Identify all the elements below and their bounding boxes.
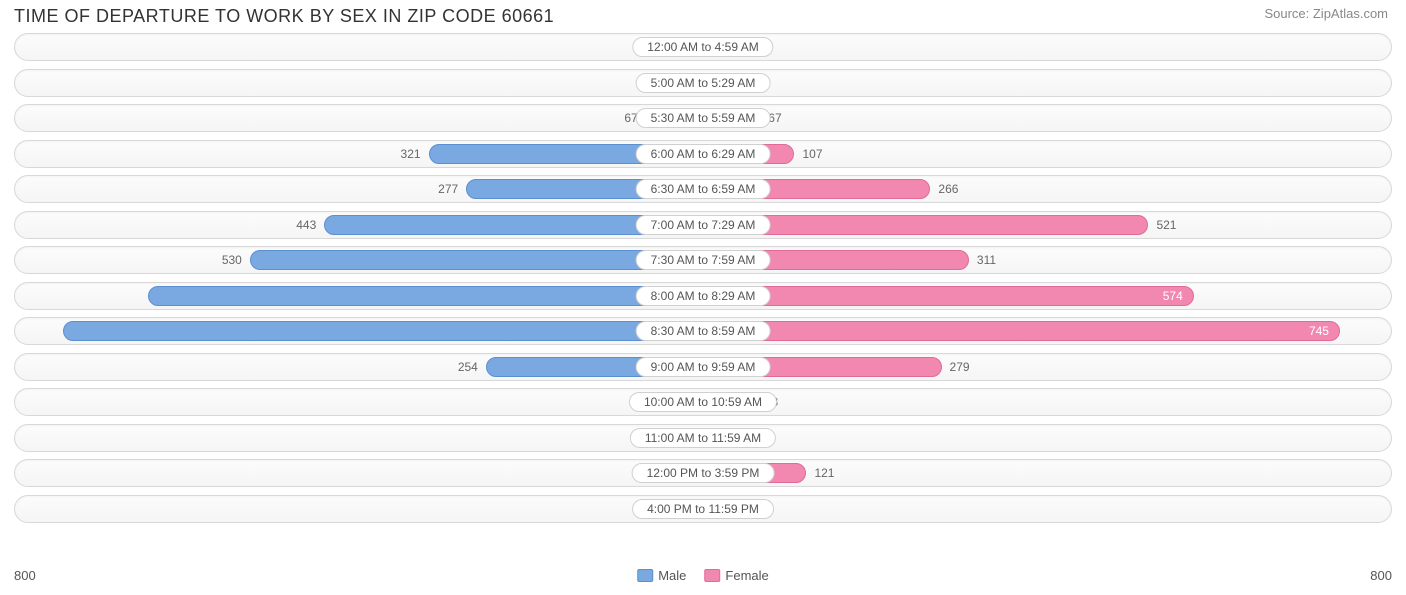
- female-value: 574: [1163, 289, 1183, 303]
- legend-female-label: Female: [725, 568, 768, 583]
- male-value: 277: [438, 179, 458, 199]
- chart-row: 126310:00 AM to 10:59 AM: [14, 388, 1392, 416]
- female-bar: 574: [703, 286, 1194, 306]
- male-bar: 749: [63, 321, 703, 341]
- chart-row: 0395:00 AM to 5:29 AM: [14, 69, 1392, 97]
- legend-female: Female: [704, 568, 768, 583]
- male-swatch-icon: [637, 569, 653, 582]
- time-range-label: 5:30 AM to 5:59 AM: [636, 108, 771, 128]
- female-bar: 745: [703, 321, 1340, 341]
- chart-row: 277 266 6:30 AM to 6:59 AM: [14, 175, 1392, 203]
- time-range-label: 7:30 AM to 7:59 AM: [636, 250, 771, 270]
- time-range-label: 11:00 AM to 11:59 AM: [630, 428, 776, 448]
- chart-row: 254 279 9:00 AM to 9:59 AM: [14, 353, 1392, 381]
- chart-row: 0012:00 AM to 4:59 AM: [14, 33, 1392, 61]
- chart-row: 749 745 8:30 AM to 8:59 AM: [14, 317, 1392, 345]
- female-value: 266: [938, 179, 958, 199]
- chart-title: TIME OF DEPARTURE TO WORK BY SEX IN ZIP …: [14, 6, 554, 27]
- female-value: 107: [802, 144, 822, 164]
- time-range-label: 8:30 AM to 8:59 AM: [636, 321, 771, 341]
- male-value: 254: [458, 357, 478, 377]
- legend-male: Male: [637, 568, 686, 583]
- source-attribution: Source: ZipAtlas.com: [1264, 6, 1388, 21]
- female-value: 279: [950, 357, 970, 377]
- time-range-label: 4:00 PM to 11:59 PM: [632, 499, 774, 519]
- time-range-label: 7:00 AM to 7:29 AM: [636, 215, 771, 235]
- legend-male-label: Male: [658, 568, 686, 583]
- chart-row: 57244:00 PM to 11:59 PM: [14, 495, 1392, 523]
- female-value: 311: [977, 250, 996, 270]
- female-value: 121: [814, 463, 834, 483]
- time-range-label: 5:00 AM to 5:29 AM: [636, 73, 771, 93]
- female-swatch-icon: [704, 569, 720, 582]
- chart-row: 649 574 8:00 AM to 8:29 AM: [14, 282, 1392, 310]
- time-range-label: 12:00 AM to 4:59 AM: [632, 37, 773, 57]
- chart-row: 321 107 6:00 AM to 6:29 AM: [14, 140, 1392, 168]
- chart-area: 0012:00 AM to 4:59 AM 0395:00 AM to 5:29 …: [0, 29, 1406, 523]
- footer-axis: 800 Male Female 800: [14, 568, 1392, 583]
- time-range-label: 8:00 AM to 8:29 AM: [636, 286, 771, 306]
- male-value: 443: [296, 215, 316, 235]
- time-range-label: 6:30 AM to 6:59 AM: [636, 179, 771, 199]
- chart-row: 0011:00 AM to 11:59 AM: [14, 424, 1392, 452]
- chart-row: 67675:30 AM to 5:59 AM: [14, 104, 1392, 132]
- male-value: 321: [401, 144, 421, 164]
- axis-max-right: 800: [1370, 568, 1392, 583]
- male-value: 530: [222, 250, 242, 270]
- header: TIME OF DEPARTURE TO WORK BY SEX IN ZIP …: [0, 0, 1406, 29]
- male-bar: 649: [148, 286, 703, 306]
- time-range-label: 10:00 AM to 10:59 AM: [629, 392, 777, 412]
- chart-row: 443 521 7:00 AM to 7:29 AM: [14, 211, 1392, 239]
- legend: Male Female: [637, 568, 769, 583]
- time-range-label: 6:00 AM to 6:29 AM: [636, 144, 771, 164]
- chart-row: 1412112:00 PM to 3:59 PM: [14, 459, 1392, 487]
- female-value: 521: [1156, 215, 1176, 235]
- axis-max-left: 800: [14, 568, 36, 583]
- time-range-label: 12:00 PM to 3:59 PM: [632, 463, 775, 483]
- chart-row: 530 311 7:30 AM to 7:59 AM: [14, 246, 1392, 274]
- time-range-label: 9:00 AM to 9:59 AM: [636, 357, 771, 377]
- female-value: 745: [1309, 324, 1329, 338]
